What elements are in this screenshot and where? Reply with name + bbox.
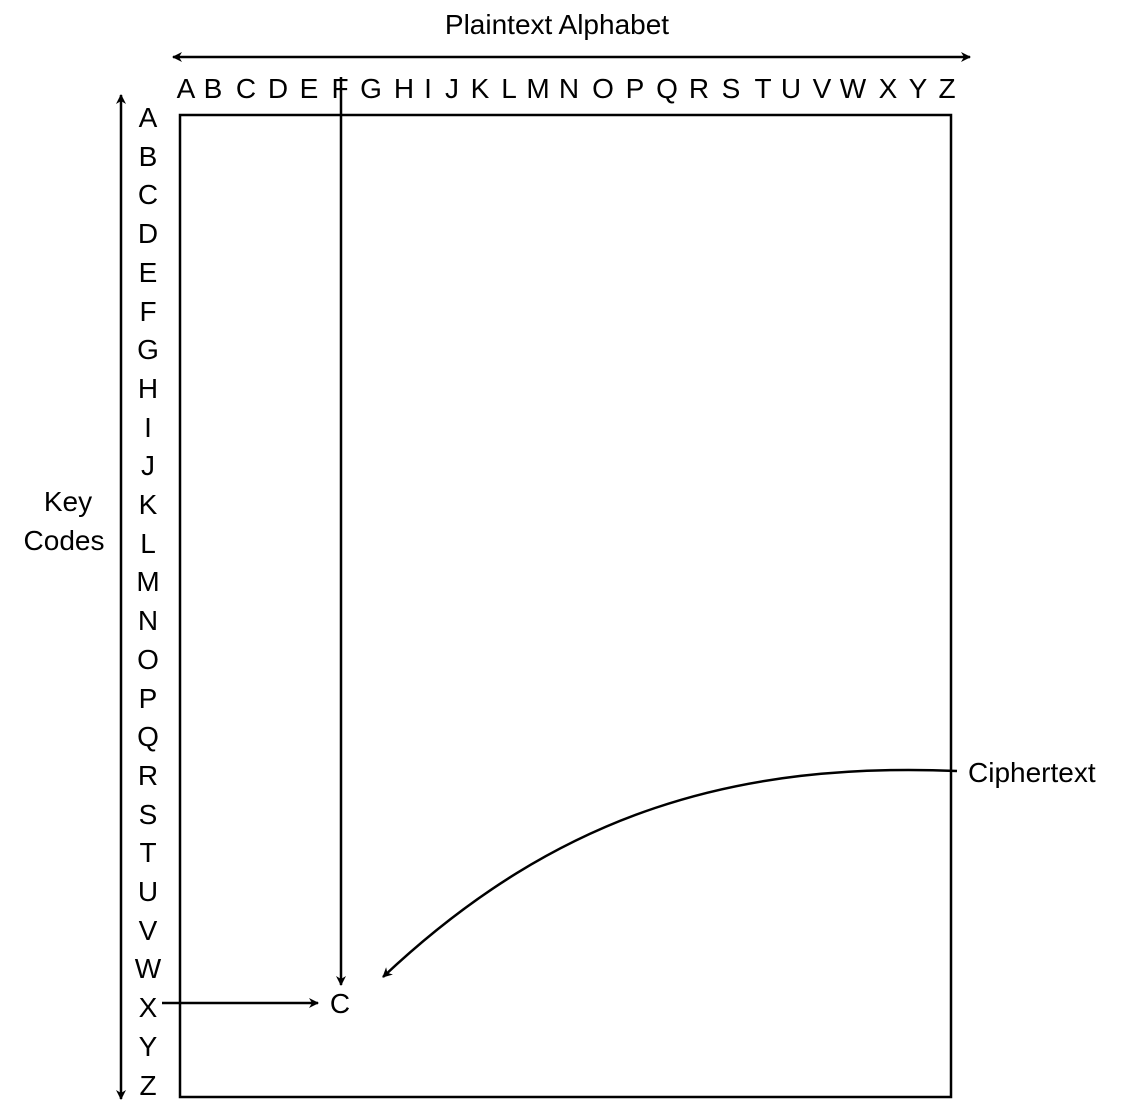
plaintext-letter-i: I	[424, 73, 432, 104]
plaintext-letter-s: S	[722, 73, 741, 104]
key-letter-o: O	[137, 644, 159, 675]
plaintext-letter-t: T	[754, 73, 771, 104]
tableau-frame	[178, 113, 953, 1099]
ciphertext-pointer-arrow	[382, 768, 958, 978]
key-letter-l: L	[140, 528, 156, 559]
plaintext-letter-v: V	[813, 73, 832, 104]
key-letter-y: Y	[139, 1031, 158, 1062]
plaintext-letter-p: P	[626, 73, 645, 104]
plaintext-letter-j: J	[445, 73, 459, 104]
result-ciphertext-letter: C	[330, 988, 350, 1019]
key-codes-label-line-2: Codes	[24, 525, 105, 556]
key-letter-p: P	[139, 683, 158, 714]
plaintext-letter-u: U	[781, 73, 801, 104]
plaintext-letter-a: A	[177, 73, 196, 104]
key-letter-w: W	[135, 953, 162, 984]
plaintext-letter-z: Z	[938, 73, 955, 104]
key-letter-h: H	[138, 373, 158, 404]
key-letter-j: J	[141, 450, 155, 481]
plaintext-letter-e: E	[300, 73, 319, 104]
key-letter-c: C	[138, 179, 158, 210]
plaintext-letter-r: R	[689, 73, 709, 104]
key-letter-b: B	[139, 141, 158, 172]
key-letter-t: T	[139, 837, 156, 868]
plaintext-letter-w: W	[840, 73, 867, 104]
key-letter-a: A	[139, 102, 158, 133]
key-letter-m: M	[136, 566, 159, 597]
plaintext-letter-c: C	[236, 73, 256, 104]
plaintext-letter-q: Q	[656, 73, 678, 104]
plaintext-letter-g: G	[360, 73, 382, 104]
key-letter-k: K	[139, 489, 158, 520]
plaintext-letter-n: N	[559, 73, 579, 104]
key-letter-r: R	[138, 760, 158, 791]
key-letter-u: U	[138, 876, 158, 907]
plaintext-letter-k: K	[471, 73, 490, 104]
key-letter-e: E	[139, 257, 158, 288]
key-letter-s: S	[139, 799, 158, 830]
plaintext-letter-h: H	[394, 73, 414, 104]
plaintext-letter-d: D	[268, 73, 288, 104]
key-letter-x: X	[139, 992, 158, 1023]
ciphertext-label: Ciphertext	[968, 757, 1096, 788]
key-letter-n: N	[138, 605, 158, 636]
key-letter-d: D	[138, 218, 158, 249]
key-letter-q: Q	[137, 721, 159, 752]
key-letter-f: F	[139, 296, 156, 327]
key-letter-i: I	[144, 412, 152, 443]
key-letter-z: Z	[139, 1070, 156, 1101]
plaintext-letter-b: B	[204, 73, 223, 104]
plaintext-letter-l: L	[501, 73, 517, 104]
plaintext-letter-m: M	[526, 73, 549, 104]
plaintext-letter-y: Y	[909, 73, 928, 104]
key-letter-v: V	[139, 915, 158, 946]
plaintext-letter-o: O	[592, 73, 614, 104]
key-codes-label-line-1: Key	[44, 486, 92, 517]
key-letter-g: G	[137, 334, 159, 365]
plaintext-alphabet-title: Plaintext Alphabet	[445, 9, 669, 40]
plaintext-letter-x: X	[879, 73, 898, 104]
